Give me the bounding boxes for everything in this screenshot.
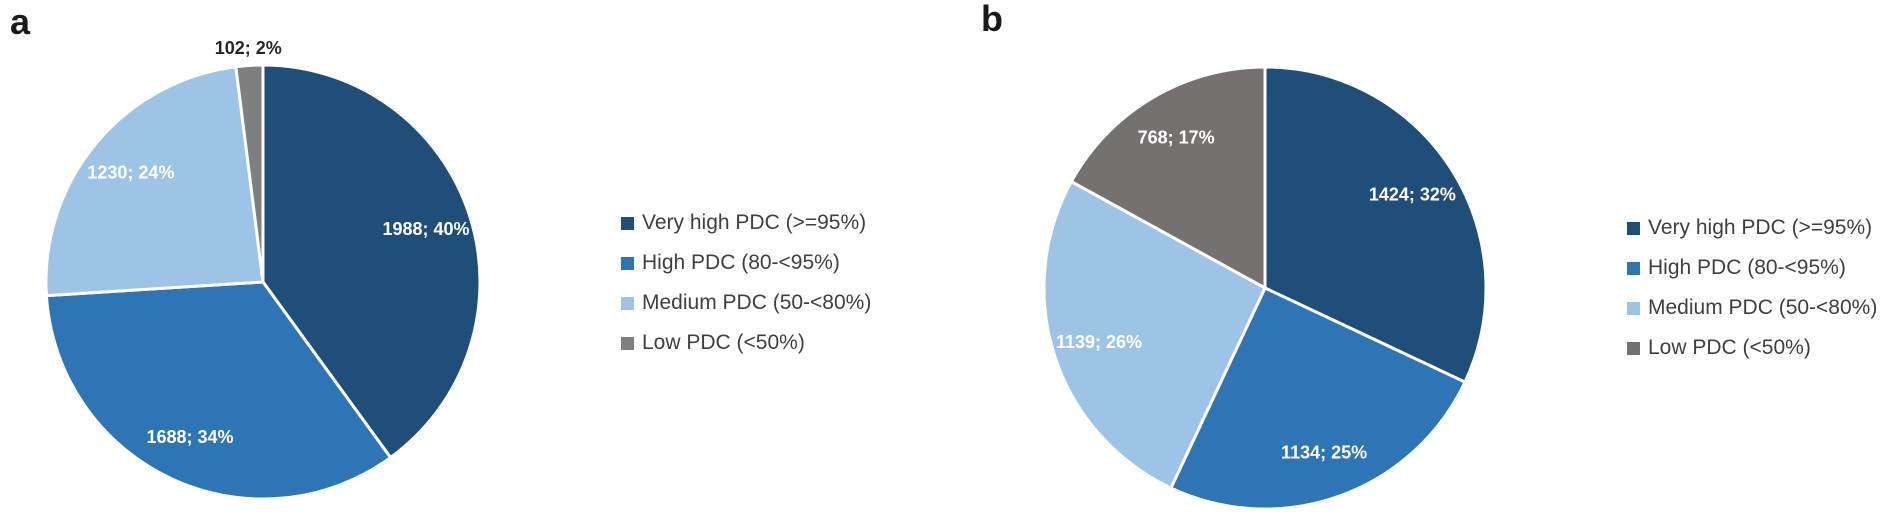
pie-a-data-label-low-pdc-50: 102; 2% [215,38,282,58]
panel-b-label: b [981,0,1003,39]
pie-b-slice-high-pdc-80-95 [1169,286,1467,511]
legend-swatch-medium-pdc-50-80 [621,296,634,310]
legend-swatch-high-pdc-80-95 [1627,261,1640,275]
legend-item-high-pdc-80-95: High PDC (80-<95%) [1627,256,1877,280]
pie-a-data-label-very-high-pdc-95: 1988; 40% [382,219,469,239]
pie-a-data-label-high-pdc-80-95: 1688; 34% [146,427,233,447]
pie-a-slice-very-high-pdc-95 [261,63,482,460]
legend-label-medium-pdc-50-80: Medium PDC (50-<80%) [642,291,872,314]
legend-item-very-high-pdc-95: Very high PDC (>=95%) [1627,216,1877,240]
legend-item-medium-pdc-50-80: Medium PDC (50-<80%) [1627,296,1877,320]
pie-b-data-label-high-pdc-80-95: 1134; 25% [1281,442,1367,462]
legend-swatch-very-high-pdc-95 [621,216,634,230]
legend-swatch-medium-pdc-50-80 [1627,301,1640,315]
legend-label-very-high-pdc-95: Very high PDC (>=95%) [1648,216,1873,239]
legend-label-high-pdc-80-95: High PDC (80-<95%) [1648,256,1846,279]
legend-label-high-pdc-80-95: High PDC (80-<95%) [642,251,840,274]
legend-swatch-low-pdc-50 [621,336,634,350]
legend-swatch-low-pdc-50 [1627,341,1640,355]
legend-label-low-pdc-50: Low PDC (<50%) [1648,336,1811,359]
legend-item-medium-pdc-50-80: Medium PDC (50-<80%) [621,291,871,315]
legend-panel-b: Very high PDC (>=95%) High PDC (80-<95%) M… [1627,216,1877,360]
legend-label-medium-pdc-50-80: Medium PDC (50-<80%) [1648,296,1878,319]
legend-item-very-high-pdc-95: Very high PDC (>=95%) [621,211,871,235]
legend-label-low-pdc-50: Low PDC (<50%) [642,331,805,354]
pie-b-slice-low-pdc-50 [1069,65,1267,290]
legend-item-high-pdc-80-95: High PDC (80-<95%) [621,251,871,275]
legend-panel-a: Very high PDC (>=95%) High PDC (80-<95%) M… [621,211,871,355]
pie-a-slice-low-pdc-50 [234,63,265,284]
pie-a-data-label-medium-pdc-50-80: 1230; 24% [87,163,174,183]
legend-item-low-pdc-50: Low PDC (<50%) [621,331,871,355]
pie-b-data-label-very-high-pdc-95: 1424; 32% [1369,184,1456,204]
pie-b-slice-very-high-pdc-95 [1263,65,1488,384]
pie-a-slice-high-pdc-80-95 [44,280,393,501]
legend-item-low-pdc-50: Low PDC (<50%) [1627,336,1877,360]
legend-label-very-high-pdc-95: Very high PDC (>=95%) [642,211,867,234]
panel-a-label: a [10,1,31,42]
legend-swatch-high-pdc-80-95 [621,256,634,270]
pie-a-slice-medium-pdc-50-80 [44,65,265,298]
pie-b-data-label-medium-pdc-50-80: 1139; 26% [1056,332,1142,352]
pie-b-data-label-low-pdc-50: 768; 17% [1138,128,1215,148]
legend-swatch-very-high-pdc-95 [1627,221,1640,235]
